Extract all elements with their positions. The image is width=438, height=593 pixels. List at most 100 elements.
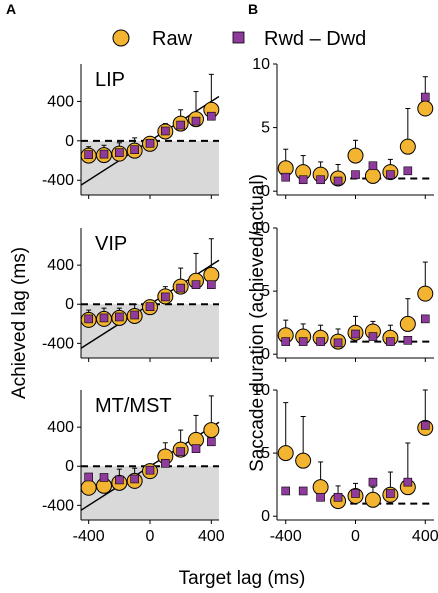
rwd-point bbox=[403, 477, 413, 487]
rwd-point bbox=[99, 313, 109, 323]
raw-point bbox=[417, 100, 434, 117]
rwd-point bbox=[420, 421, 430, 430]
rwd-point bbox=[161, 292, 170, 302]
rwd-point bbox=[115, 312, 124, 322]
rwd-point bbox=[145, 138, 155, 148]
y-tick-label: -400 bbox=[42, 335, 74, 352]
panel-5: 10 5 0 bbox=[252, 220, 434, 363]
rwd-point bbox=[351, 489, 360, 498]
legend-raw-marker bbox=[112, 29, 130, 47]
legend-rwd-marker bbox=[232, 31, 245, 44]
raw-point bbox=[203, 422, 220, 439]
x-tick-label: 400 bbox=[198, 528, 225, 545]
rwd-point bbox=[333, 492, 343, 502]
rwd-point bbox=[333, 338, 343, 348]
rwd-point bbox=[130, 145, 139, 154]
rwd-point bbox=[403, 166, 413, 176]
x-tick-label: -400 bbox=[270, 528, 302, 545]
raw-point bbox=[399, 138, 416, 155]
rwd-point bbox=[130, 474, 139, 484]
rwd-point bbox=[84, 150, 93, 159]
rwd-point bbox=[351, 170, 360, 179]
x-tick-label: 0 bbox=[146, 528, 155, 545]
raw-point bbox=[364, 491, 381, 508]
legend-rwd-label: Rwd – Dwd bbox=[264, 28, 366, 50]
rwd-point bbox=[191, 280, 201, 289]
rwd-point bbox=[298, 175, 308, 185]
legend: Raw Rwd – Dwd bbox=[112, 28, 366, 50]
rwd-point bbox=[145, 465, 155, 475]
rwd-point bbox=[207, 111, 216, 121]
y-axis-label-left: Achieved lag (ms) bbox=[9, 247, 30, 399]
y-tick-label: 400 bbox=[47, 93, 74, 110]
rwd-point bbox=[298, 486, 308, 496]
rwd-point bbox=[316, 492, 325, 502]
y-tick-label: 400 bbox=[47, 257, 74, 274]
raw-point bbox=[347, 147, 364, 164]
rwd-point bbox=[84, 314, 93, 324]
rwd-point bbox=[420, 314, 430, 324]
x-axis-label: Target lag (ms) bbox=[179, 568, 306, 589]
panel-letter-a: A bbox=[6, 1, 16, 17]
panel-4: 10 5 0 bbox=[252, 56, 434, 200]
raw-point bbox=[80, 479, 97, 496]
y-tick-label: 10 bbox=[252, 56, 270, 73]
rwd-point bbox=[281, 172, 291, 182]
panel-title: MT/MST bbox=[95, 395, 172, 417]
y-tick-label: 5 bbox=[261, 120, 270, 137]
y-tick-label: 5 bbox=[261, 283, 270, 300]
panel-letter-b: B bbox=[248, 1, 258, 17]
rwd-point bbox=[207, 280, 216, 289]
raw-point bbox=[295, 452, 312, 469]
rwd-point bbox=[115, 148, 124, 157]
rwd-point bbox=[368, 161, 378, 171]
raw-point bbox=[364, 167, 381, 184]
rwd-point bbox=[161, 459, 170, 468]
rwd-point bbox=[145, 302, 155, 311]
rwd-point bbox=[84, 472, 93, 482]
y-tick-label: 0 bbox=[261, 346, 270, 363]
y-tick-label: 400 bbox=[47, 419, 74, 436]
rwd-point bbox=[176, 447, 185, 456]
raw-point bbox=[203, 266, 220, 283]
panel-3: 400 0 -400 -400 0 400 MT/MST bbox=[42, 390, 225, 545]
rwd-point bbox=[99, 149, 109, 159]
rwd-point bbox=[386, 489, 395, 498]
y-axis-label-right: Saccade duration (achieved/actual) bbox=[247, 174, 268, 472]
rwd-point bbox=[281, 337, 291, 346]
rwd-point bbox=[161, 126, 170, 136]
rwd-point bbox=[191, 116, 201, 126]
rwd-point bbox=[207, 437, 216, 447]
rwd-point bbox=[281, 486, 291, 496]
y-tick-label: 10 bbox=[252, 382, 270, 399]
y-tick-label: 0 bbox=[65, 296, 74, 313]
legend-raw-label: Raw bbox=[152, 28, 193, 50]
rwd-point bbox=[298, 337, 308, 346]
x-tick-label: 400 bbox=[412, 528, 438, 545]
y-tick-label: 0 bbox=[65, 458, 74, 475]
rwd-point bbox=[316, 175, 325, 185]
panel-2: 400 0 -400 VIP bbox=[42, 228, 220, 362]
rwd-point bbox=[420, 92, 430, 102]
panel-title: LIP bbox=[95, 69, 125, 91]
rwd-point bbox=[368, 332, 378, 341]
y-tick-label: -400 bbox=[42, 172, 74, 189]
raw-point bbox=[312, 479, 329, 496]
raw-point bbox=[277, 445, 294, 462]
y-tick-label: -400 bbox=[42, 497, 74, 514]
y-tick-label: 5 bbox=[261, 445, 270, 462]
rwd-point bbox=[99, 473, 109, 482]
rwd-point bbox=[368, 477, 378, 487]
y-tick-label: 0 bbox=[261, 508, 270, 525]
y-tick-label: 0 bbox=[261, 183, 270, 200]
rwd-point bbox=[176, 120, 185, 130]
y-tick-label: 0 bbox=[65, 133, 74, 150]
rwd-point bbox=[316, 337, 325, 346]
raw-point bbox=[417, 285, 434, 302]
x-tick-label: 0 bbox=[351, 528, 360, 545]
rwd-point bbox=[351, 329, 360, 339]
rwd-point bbox=[115, 475, 124, 485]
